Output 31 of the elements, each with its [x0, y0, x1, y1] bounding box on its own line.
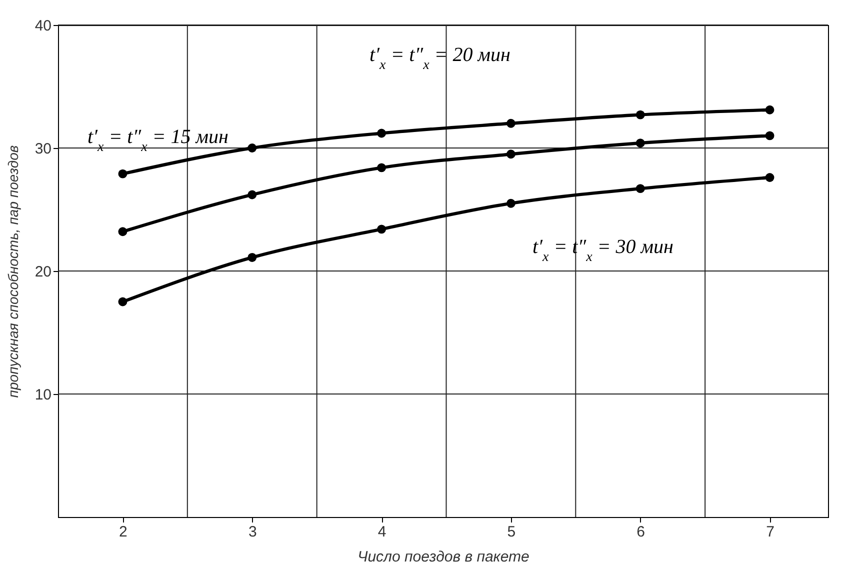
x-tick-label: 6 [636, 524, 646, 540]
point [636, 110, 645, 120]
x-tick-label: 5 [507, 524, 516, 540]
point [118, 169, 128, 178]
y-tick-label: 30 [34, 140, 52, 158]
point [636, 184, 645, 194]
annotation: t′$_{x}$ = t″$_{x}$ = 20 мин [370, 44, 511, 72]
y-axis-title: пропускная способность, пар поездов [4, 145, 21, 398]
y-tick-label: 40 [34, 18, 52, 34]
y-tick-label: 20 [34, 264, 52, 280]
point [377, 128, 386, 138]
x-axis-title: Число поездов в пакете [358, 548, 530, 566]
point [765, 173, 774, 182]
x-tick-label: 7 [766, 524, 774, 540]
point [248, 190, 257, 200]
point [506, 198, 516, 208]
y-tick-label: 10 [34, 386, 52, 404]
x-tick-label: 3 [248, 524, 257, 540]
point [765, 131, 774, 140]
point [118, 227, 128, 236]
x-tick-label: 2 [119, 524, 128, 540]
point [248, 253, 257, 262]
point [506, 118, 516, 128]
point [377, 163, 386, 172]
point [377, 224, 386, 234]
x-tick-label: 4 [378, 524, 386, 540]
point [248, 144, 257, 152]
point [636, 138, 645, 148]
point [506, 150, 516, 159]
point [118, 297, 128, 306]
point [765, 105, 774, 114]
